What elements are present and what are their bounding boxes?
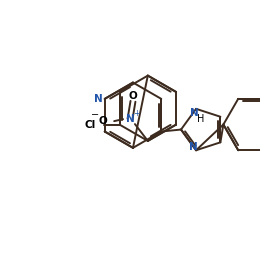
Text: −: − bbox=[91, 110, 99, 120]
Text: N: N bbox=[190, 108, 198, 118]
Text: +: + bbox=[133, 109, 140, 118]
Text: O: O bbox=[99, 116, 108, 126]
Text: N: N bbox=[189, 142, 198, 152]
Text: O: O bbox=[129, 91, 137, 101]
Text: H: H bbox=[197, 114, 205, 124]
Text: Cl: Cl bbox=[84, 120, 96, 129]
Text: N: N bbox=[94, 94, 103, 104]
Text: N: N bbox=[126, 114, 134, 124]
